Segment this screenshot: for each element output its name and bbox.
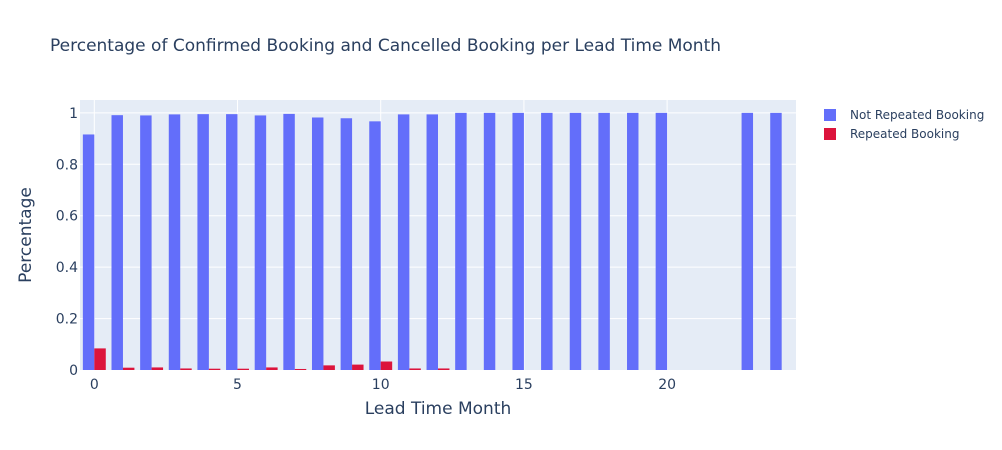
- legend-swatch: [824, 128, 836, 140]
- bar-not-repeated-0[interactable]: [82, 134, 95, 370]
- legend[interactable]: Not Repeated Booking Repeated Booking: [824, 108, 984, 141]
- bar-not-repeated-24[interactable]: [770, 112, 782, 371]
- x-axis-title: Lead Time Month: [365, 399, 512, 419]
- bar-not-repeated-13[interactable]: [455, 112, 467, 371]
- bar-repeated-0[interactable]: [94, 348, 106, 370]
- bar-repeated-4[interactable]: [208, 368, 221, 370]
- legend-item-not-repeated[interactable]: Not Repeated Booking: [824, 108, 984, 122]
- bar-not-repeated-12[interactable]: [426, 114, 438, 371]
- bars: [82, 112, 782, 371]
- bar-repeated-6[interactable]: [266, 367, 278, 370]
- bar-not-repeated-2[interactable]: [140, 115, 152, 371]
- y-axis-title: Percentage: [16, 187, 36, 283]
- legend-label: Not Repeated Booking: [850, 108, 984, 122]
- x-tick-label: 0: [90, 377, 99, 393]
- bar-not-repeated-15[interactable]: [512, 112, 524, 371]
- bar-not-repeated-17[interactable]: [569, 112, 582, 371]
- bar-not-repeated-9[interactable]: [340, 118, 353, 370]
- bar-not-repeated-14[interactable]: [483, 112, 496, 371]
- bar-not-repeated-18[interactable]: [598, 112, 610, 371]
- y-tick-label: 0.2: [56, 312, 78, 328]
- y-tick-label: 0.4: [56, 260, 78, 276]
- bar-not-repeated-8[interactable]: [311, 117, 324, 371]
- bar-repeated-1[interactable]: [122, 367, 135, 370]
- y-axis-ticks: 0 0.2 0.4 0.6 0.8 1: [56, 106, 78, 379]
- x-tick-label: 10: [372, 377, 390, 393]
- x-axis-ticks: 0 5 10 15 20: [90, 377, 676, 393]
- bar-not-repeated-20[interactable]: [655, 112, 668, 371]
- bar-repeated-9[interactable]: [352, 364, 364, 370]
- bar-repeated-7[interactable]: [294, 368, 307, 370]
- bar-not-repeated-3[interactable]: [168, 114, 181, 371]
- bar-not-repeated-19[interactable]: [627, 112, 639, 371]
- y-tick-label: 1: [69, 106, 78, 122]
- bar-repeated-12[interactable]: [438, 368, 450, 370]
- bar-not-repeated-10[interactable]: [369, 121, 381, 370]
- bar-not-repeated-6[interactable]: [254, 115, 267, 371]
- bar-not-repeated-5[interactable]: [226, 114, 238, 370]
- y-tick-label: 0.6: [56, 209, 78, 225]
- y-tick-label: 0.8: [56, 157, 78, 173]
- bar-not-repeated-7[interactable]: [283, 113, 295, 370]
- bar-repeated-11[interactable]: [409, 368, 421, 370]
- bar-repeated-8[interactable]: [323, 365, 335, 370]
- bar-repeated-3[interactable]: [180, 368, 192, 370]
- bar-not-repeated-23[interactable]: [741, 112, 754, 371]
- bar-repeated-2[interactable]: [151, 367, 164, 370]
- y-tick-label: 0: [69, 363, 78, 379]
- chart-title: Percentage of Confirmed Booking and Canc…: [50, 36, 721, 56]
- bar-not-repeated-4[interactable]: [197, 114, 209, 370]
- x-tick-label: 20: [658, 377, 676, 393]
- bar-not-repeated-16[interactable]: [541, 112, 553, 371]
- x-tick-label: 15: [515, 377, 533, 393]
- legend-label: Repeated Booking: [850, 127, 959, 141]
- legend-swatch: [824, 109, 836, 121]
- bar-repeated-10[interactable]: [380, 361, 393, 370]
- x-tick-label: 5: [233, 377, 242, 393]
- bar-repeated-5[interactable]: [237, 368, 249, 370]
- legend-item-repeated[interactable]: Repeated Booking: [824, 127, 959, 141]
- bar-not-repeated-11[interactable]: [397, 114, 410, 371]
- bar-not-repeated-1[interactable]: [111, 115, 123, 370]
